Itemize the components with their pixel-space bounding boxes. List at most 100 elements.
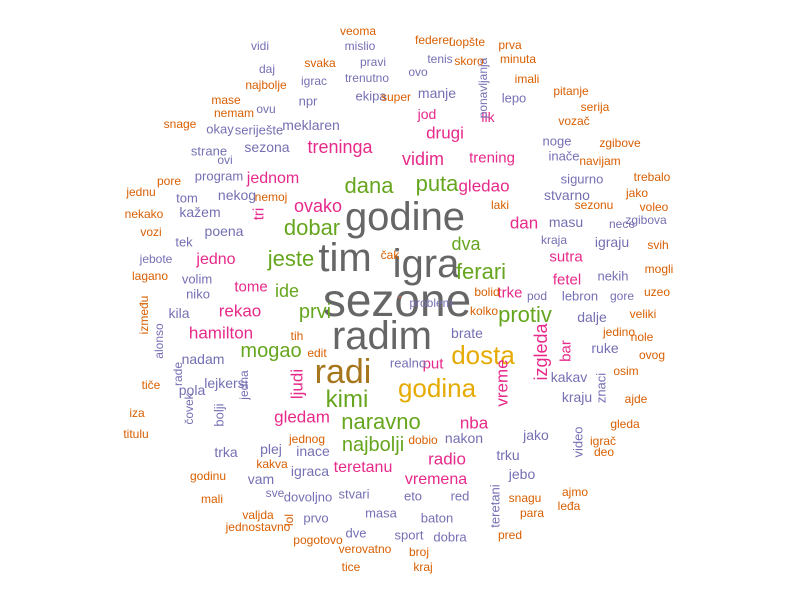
- word-vremena: vremena: [404, 471, 468, 488]
- word-strane: strane: [190, 143, 228, 159]
- word-le-a: leđa: [557, 499, 581, 513]
- word-sve: sve: [265, 486, 285, 500]
- word-mogao: mogao: [240, 340, 302, 362]
- word-bolid: bolid: [474, 285, 500, 299]
- word-trku: trku: [496, 447, 520, 463]
- word-symbol: ’: [398, 293, 402, 307]
- word-sezona: sezona: [244, 139, 290, 155]
- word-teretani: teretani: [487, 484, 503, 528]
- word-snagu: snagu: [508, 491, 542, 505]
- word-rekao: rekao: [218, 301, 262, 321]
- word-bar: bar: [557, 340, 575, 362]
- word-igrac: igrač: [589, 434, 617, 448]
- word-tome: tome: [234, 278, 268, 296]
- word-nekih: nekih: [597, 268, 629, 284]
- word-npr: npr: [298, 93, 318, 109]
- word-video: video: [570, 426, 586, 458]
- word-gore: gore: [609, 289, 635, 303]
- word-osim: osim: [613, 364, 639, 378]
- word-program: program: [194, 168, 244, 184]
- word-svaka: svaka: [304, 56, 336, 70]
- word-symbol: “: [398, 293, 402, 307]
- word-brate: brate: [451, 325, 483, 341]
- word-zgibove: zgibove: [599, 136, 641, 150]
- word-voleo: voleo: [639, 200, 669, 214]
- word-tenis: tenis: [427, 52, 453, 66]
- word-trke: trke: [497, 284, 523, 302]
- word-dana: dana: [344, 173, 394, 198]
- word-pola: pola: [178, 382, 206, 398]
- word-dosta: dosta: [451, 340, 515, 370]
- word-alonso: alonso: [152, 323, 166, 359]
- word-kolko: kolko: [469, 304, 499, 318]
- word-lik: lik: [481, 109, 495, 125]
- word-trening: trening: [469, 149, 515, 167]
- word-meklaren: meklaren: [282, 117, 340, 133]
- word-treninga: treninga: [307, 137, 373, 157]
- word-deo: deo: [593, 445, 615, 459]
- word-baton: baton: [420, 510, 454, 526]
- word-stvari: stvari: [338, 486, 370, 502]
- word-jednom: jednom: [246, 170, 300, 187]
- word-lejkersi: lejkersi: [204, 375, 248, 391]
- word-skoro: skoro: [454, 54, 484, 68]
- word-sutra: sutra: [549, 248, 583, 266]
- word-mali: mali: [200, 492, 224, 506]
- word-jedno: jedno: [196, 251, 236, 268]
- word-sezone: sezone: [322, 274, 472, 326]
- word-lol: lol: [282, 513, 296, 527]
- word-znaci: znaci: [593, 372, 609, 404]
- word-nole: nole: [630, 330, 654, 344]
- word-jako: jako: [625, 186, 649, 200]
- word-put: put: [422, 355, 444, 373]
- word-izme-u: između: [137, 295, 151, 335]
- word-vam: vam: [247, 471, 275, 487]
- word-ovu: ovu: [256, 102, 276, 116]
- word-najbolji: najbolji: [341, 434, 405, 456]
- word-sigurno: sigurno: [560, 171, 604, 187]
- word-ovo: ovo: [408, 65, 428, 79]
- word-valjda: valjda: [242, 508, 274, 522]
- word-jod: jod: [417, 106, 437, 122]
- word-iza: iza: [129, 406, 145, 420]
- word-dve: dve: [345, 525, 367, 541]
- word-ovako: ovako: [293, 196, 343, 216]
- word-ajmo: ajmo: [561, 485, 589, 499]
- word-jedna: jedna: [237, 370, 251, 400]
- word-prvo: prvo: [303, 510, 329, 526]
- word-hamilton: hamilton: [188, 323, 254, 343]
- word-ferari: ferari: [455, 259, 507, 284]
- word-pore: pore: [156, 174, 182, 188]
- word-jednu: jednu: [126, 185, 156, 199]
- word-jedino: jedino: [602, 325, 636, 339]
- word-ljudi: ljudi: [287, 368, 307, 400]
- word-ovog: ovog: [638, 348, 666, 362]
- word-godina: godina: [397, 373, 477, 403]
- word-jebote: jebote: [139, 252, 173, 266]
- word-godine: godine: [344, 195, 466, 239]
- word-uzeo: uzeo: [643, 285, 671, 299]
- word-red: red: [450, 488, 470, 504]
- word-laki: laki: [490, 198, 510, 212]
- word-sezonu: sezonu: [574, 198, 614, 212]
- word-para: para: [519, 506, 545, 520]
- word-tom: tom: [176, 190, 198, 206]
- word-veliki: veliki: [629, 307, 657, 321]
- word-verovatno: verovatno: [338, 542, 392, 556]
- word-plej: plej: [260, 441, 282, 457]
- word-dobra: dobra: [433, 529, 467, 545]
- word-svih: svih: [647, 238, 669, 252]
- word-fetel: fetel: [552, 271, 582, 289]
- word-lebron: lebron: [561, 288, 599, 304]
- word-tice: tiče: [141, 378, 161, 392]
- word-puta: puta: [415, 171, 459, 196]
- word-dalje: dalje: [577, 309, 607, 325]
- word-veoma: veoma: [339, 24, 377, 38]
- word-tim: tim: [318, 236, 372, 280]
- word-problem: problem: [409, 296, 453, 310]
- word-vozi: vozi: [140, 225, 162, 239]
- word-noge: noge: [542, 133, 572, 149]
- word-nba: nba: [459, 413, 489, 433]
- word-igrac: igrac: [300, 74, 328, 88]
- word-nemam: nemam: [213, 106, 255, 120]
